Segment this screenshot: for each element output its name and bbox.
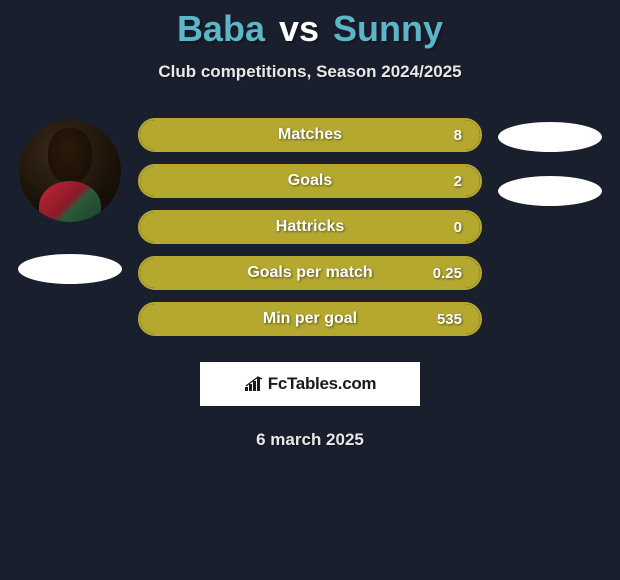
logo-box[interactable]: FcTables.com bbox=[200, 362, 420, 406]
player1-club-badge bbox=[18, 254, 122, 284]
date-text: 6 march 2025 bbox=[0, 430, 620, 450]
subtitle: Club competitions, Season 2024/2025 bbox=[0, 62, 620, 82]
content-row: Matches 8 Goals 2 Hattricks 0 Goals per … bbox=[0, 118, 620, 348]
stat-label: Min per goal bbox=[263, 310, 357, 328]
player2-name: Sunny bbox=[333, 8, 443, 49]
stat-label: Goals bbox=[288, 172, 332, 190]
stat-bar-goals-per-match: Goals per match 0.25 bbox=[138, 256, 482, 290]
player1-name: Baba bbox=[177, 8, 265, 49]
stat-label: Matches bbox=[278, 126, 342, 144]
left-column bbox=[10, 118, 130, 284]
stat-value: 2 bbox=[454, 173, 462, 190]
stats-list: Matches 8 Goals 2 Hattricks 0 Goals per … bbox=[130, 118, 490, 348]
stat-bar-goals: Goals 2 bbox=[138, 164, 482, 198]
stat-value: 0.25 bbox=[433, 265, 462, 282]
player1-avatar bbox=[19, 120, 121, 222]
stat-bar-hattricks: Hattricks 0 bbox=[138, 210, 482, 244]
stat-value: 8 bbox=[454, 127, 462, 144]
chart-icon bbox=[244, 376, 264, 392]
stat-bar-matches: Matches 8 bbox=[138, 118, 482, 152]
stat-bar-min-per-goal: Min per goal 535 bbox=[138, 302, 482, 336]
player2-badge-1 bbox=[498, 122, 602, 152]
stat-value: 535 bbox=[437, 311, 462, 328]
logo-text: FcTables.com bbox=[268, 374, 377, 394]
vs-text: vs bbox=[279, 8, 319, 49]
stats-card: Baba vs Sunny Club competitions, Season … bbox=[0, 0, 620, 450]
stat-label: Hattricks bbox=[276, 218, 344, 236]
stat-label: Goals per match bbox=[247, 264, 372, 282]
player2-badge-2 bbox=[498, 176, 602, 206]
right-column bbox=[490, 118, 610, 206]
stat-value: 0 bbox=[454, 219, 462, 236]
page-title: Baba vs Sunny bbox=[0, 8, 620, 50]
